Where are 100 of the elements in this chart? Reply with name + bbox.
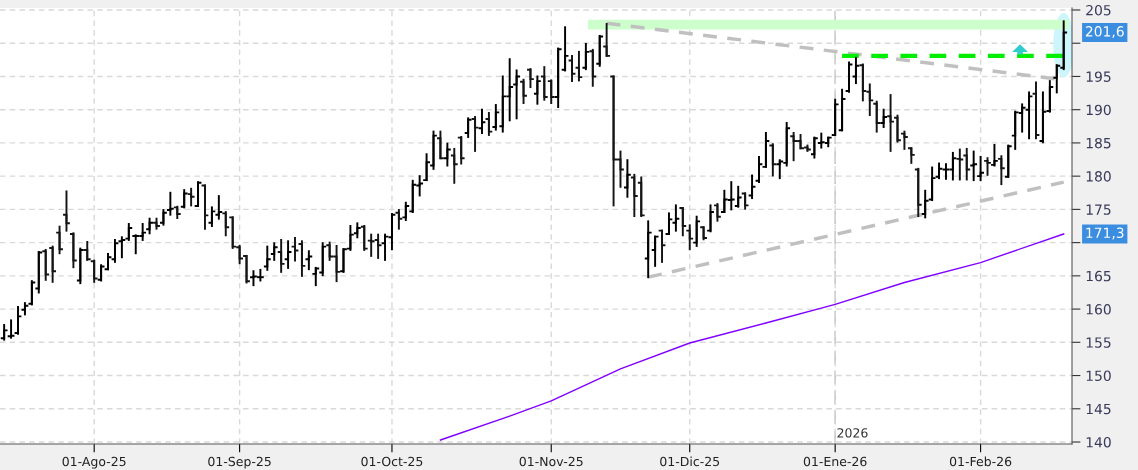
candlestick: [630, 173, 638, 217]
candlestick: [575, 50, 583, 82]
y-tick-label: 140: [1086, 436, 1111, 448]
candlestick: [762, 131, 770, 168]
candlestick: [395, 209, 403, 230]
candlestick: [471, 116, 479, 152]
candlestick: [443, 142, 451, 167]
x-tick-label: 01-Ago-25: [62, 456, 126, 469]
candlestick: [568, 54, 576, 83]
candlestick: [977, 155, 984, 182]
candlestick: [14, 306, 22, 335]
candlestick: [547, 79, 555, 105]
candlestick: [166, 191, 174, 216]
candlestick: [679, 207, 687, 237]
ref-line-label: 2026: [837, 428, 868, 438]
candlestick: [707, 204, 714, 233]
candlestick: [769, 143, 777, 177]
candlestick: [485, 112, 493, 136]
candlestick: [1004, 144, 1012, 178]
y-tick-label: 185: [1086, 137, 1111, 149]
candlestick: [970, 150, 978, 182]
text: 201,6: [1085, 26, 1124, 39]
y-tick-label: 160: [1086, 304, 1111, 315]
text: 171,3: [1086, 227, 1124, 240]
candlestick: [603, 22, 611, 57]
x-tick-label: 01-Dic-25: [660, 456, 720, 467]
candlestick: [914, 167, 922, 217]
candlestick: [478, 108, 486, 134]
candlestick: [520, 78, 527, 105]
candlestick: [457, 135, 465, 165]
candlestick: [651, 235, 659, 267]
x-tick-label: 01-Nov-25: [519, 456, 583, 467]
candlestick: [28, 280, 36, 306]
x-tick-label: 01-Sep-25: [208, 456, 271, 469]
candlestick: [533, 75, 541, 105]
x-tick-label: 01-Oct-25: [361, 456, 423, 467]
candlestick: [1025, 91, 1033, 140]
candlestick: [554, 47, 562, 108]
y-tick-label: 155: [1086, 337, 1111, 348]
candlestick: [35, 250, 43, 294]
candlestick: [672, 204, 680, 232]
candlestick: [887, 94, 894, 152]
candlestick: [997, 155, 1005, 186]
candlestick: [263, 245, 271, 271]
candlestick: [665, 212, 673, 235]
candlestick: [845, 61, 853, 93]
candlestick: [42, 248, 50, 281]
candlestick: [56, 225, 63, 255]
candlestick: [492, 104, 500, 131]
candlestick: [1053, 64, 1061, 94]
candlestick: [693, 215, 701, 247]
y-tick-label: 195: [1086, 71, 1111, 82]
y-tick-label: 165: [1086, 270, 1111, 282]
candlestick: [277, 238, 285, 273]
candlestick: [111, 238, 119, 263]
candlestick: [748, 174, 756, 200]
candlestick: [838, 88, 846, 132]
y-tick-label: 175: [1086, 204, 1111, 215]
candlestick: [582, 42, 590, 71]
candlestick: [291, 236, 299, 262]
candlestick: [894, 114, 901, 143]
candlestick: [90, 259, 98, 283]
x-tick-label: 01-Ene-26: [803, 456, 867, 467]
candlestick: [540, 66, 548, 101]
candlestick: [852, 56, 860, 85]
candlestick: [637, 176, 645, 217]
candlestick: [810, 136, 818, 159]
candlestick: [450, 147, 458, 184]
candlestick: [49, 245, 57, 283]
candlestick: [734, 185, 742, 208]
candlestick: [437, 130, 444, 160]
candlestick: [70, 232, 77, 269]
y-tick-label: 180: [1086, 171, 1111, 182]
candlestick: [956, 148, 964, 181]
candlestick: [201, 184, 209, 230]
y-tick-label: 150: [1086, 370, 1111, 382]
candlestick: [963, 147, 971, 181]
x-tick-label: 01-Feb-26: [949, 456, 1012, 467]
candlestick: [686, 224, 694, 251]
candlestick: [7, 319, 15, 339]
candlestick: [589, 48, 597, 87]
candlestick: [208, 206, 216, 227]
candlestick: [215, 195, 223, 220]
candlestick: [360, 225, 368, 251]
candlestick: [194, 181, 202, 208]
y-tick-label: 145: [1086, 403, 1111, 415]
candlestick: [319, 242, 327, 277]
candlestick: [596, 34, 604, 67]
y-tick-label: 190: [1086, 104, 1111, 116]
candlestick: [222, 211, 230, 237]
candlestick: [76, 247, 84, 285]
candlestick: [464, 117, 472, 138]
candlestick: [284, 240, 292, 269]
candlestick: [1060, 20, 1068, 71]
candlestick: [561, 26, 569, 72]
candlestick: [991, 143, 998, 167]
candlestick: [298, 240, 306, 277]
line-series: [439, 233, 1065, 441]
candlestick: [873, 100, 881, 133]
candlestick: [921, 189, 929, 219]
